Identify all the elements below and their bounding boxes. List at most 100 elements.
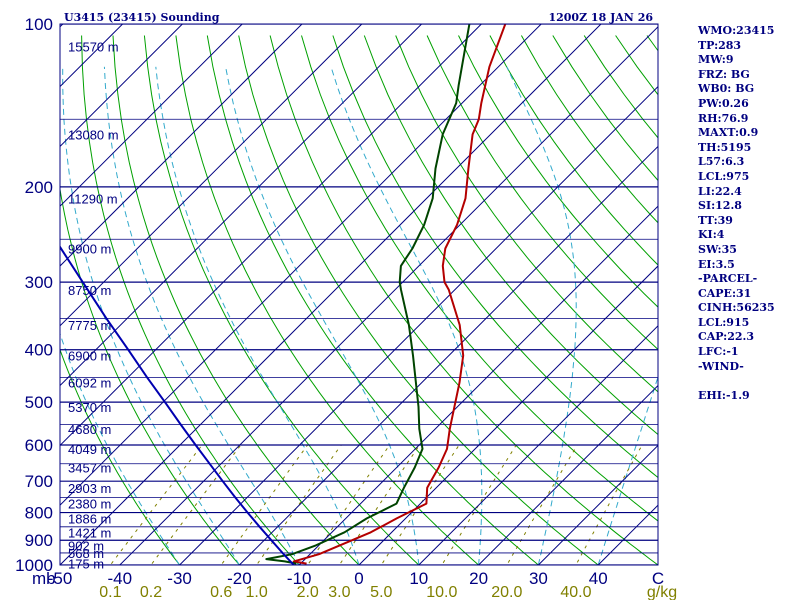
index-item: WB0: BG xyxy=(698,82,755,96)
dry-adiabat xyxy=(269,35,658,565)
moist-adiabat xyxy=(60,332,181,565)
mixing-ratio-label: 20.0 xyxy=(491,584,522,600)
height-label: 1421 m xyxy=(68,525,111,540)
mixing-ratio-label: 10.0 xyxy=(426,584,457,600)
chart-title-station: U3415 (23415) Sounding xyxy=(64,11,220,24)
moist-adiabat xyxy=(506,66,577,565)
mixing-ratio-label: 40.0 xyxy=(560,584,591,600)
temperature-tick-label: -40 xyxy=(108,569,133,588)
dry-adiabat xyxy=(489,35,658,266)
temperature-tick-label: -10 xyxy=(287,569,312,588)
height-label: 4049 m xyxy=(68,442,111,457)
index-item xyxy=(698,374,800,389)
index-item: TT:39 xyxy=(698,213,733,227)
pressure-tick-label: 400 xyxy=(25,341,53,360)
height-label: 2380 m xyxy=(68,497,111,512)
dry-adiabat xyxy=(363,35,658,436)
isotherm xyxy=(298,205,658,565)
isotherm xyxy=(60,24,482,447)
mixing-ratio-line xyxy=(441,444,517,565)
isotherm xyxy=(478,384,658,565)
dry-adiabat xyxy=(332,35,658,479)
index-item: EHI:-1.9 xyxy=(698,388,750,402)
height-label: 6900 m xyxy=(68,349,111,364)
pressure-tick-label: 200 xyxy=(25,178,53,197)
isotherm xyxy=(60,24,183,148)
index-item: CINH:56235 xyxy=(698,301,775,315)
pressure-tick-label: 1000 xyxy=(15,556,53,575)
moist-adiabat xyxy=(103,66,300,565)
dry-adiabat xyxy=(60,348,181,565)
temperature-profile xyxy=(292,24,507,565)
height-label: 9900 m xyxy=(68,242,111,257)
dry-adiabat xyxy=(81,35,300,565)
temperature-tick-label: 10 xyxy=(409,569,428,588)
height-label: 568 m xyxy=(68,546,104,561)
height-label: 11290 m xyxy=(68,191,118,206)
index-item: TH:5195 xyxy=(698,140,752,154)
height-label: 8750 m xyxy=(68,283,111,298)
sounding-series xyxy=(60,24,507,565)
index-item: SW:35 xyxy=(698,242,737,256)
moist-adiabat xyxy=(330,66,483,565)
mixing-ratio-label: 0.6 xyxy=(210,584,232,600)
height-label: 3457 m xyxy=(68,460,111,475)
mixing-ratio-label: 3.0 xyxy=(328,584,350,600)
height-label: 175 m xyxy=(68,557,104,572)
index-item: LFC:-1 xyxy=(698,345,739,359)
pressure-tick-label: 300 xyxy=(25,273,53,292)
temperature-tick-label: -20 xyxy=(227,569,252,588)
dry-adiabat xyxy=(206,35,540,565)
isotherm xyxy=(60,24,363,327)
dry-adiabat xyxy=(301,35,658,522)
mixing-ratio-line xyxy=(506,444,578,565)
isotherm xyxy=(60,24,303,267)
mixing-ratio-label: 2.0 xyxy=(297,584,319,600)
pressure-axis: 1000 900 800 700 600 500 400 300 200 100 xyxy=(15,15,53,575)
index-item: TP:283 xyxy=(698,38,742,52)
temperature-tick-label: C xyxy=(652,569,664,588)
moist-adiabat xyxy=(155,66,360,565)
dry-adiabat xyxy=(426,35,658,351)
index-item: EI:3.5 xyxy=(698,257,735,271)
isotherm xyxy=(239,145,658,565)
index-item: WMO:23415 xyxy=(698,24,775,37)
index-item: RH:76.9 xyxy=(698,111,749,125)
mixing-ratio-line xyxy=(150,444,242,565)
pressure-tick-label: 600 xyxy=(25,436,53,455)
mixing-ratio-line xyxy=(338,444,420,565)
index-item: SI:12.8 xyxy=(698,199,742,213)
index-item: MAXT:0.9 xyxy=(698,126,759,140)
height-label: 2903 m xyxy=(68,481,111,496)
index-item: -WIND- xyxy=(698,359,744,373)
moist-adiabat xyxy=(225,66,420,565)
pressure-tick-label: 900 xyxy=(25,531,53,550)
height-label: 1886 m xyxy=(68,511,111,526)
isotherm xyxy=(418,325,658,565)
height-label: 5370 m xyxy=(68,400,111,415)
dry-adiabat xyxy=(112,35,360,565)
temperature-tick-label: 30 xyxy=(529,569,548,588)
index-item: PW:0.26 xyxy=(698,96,749,110)
index-item: CAPE:31 xyxy=(698,286,752,300)
dry-adiabat xyxy=(458,35,658,308)
mixing-ratio-label: 5.0 xyxy=(370,584,392,600)
height-label: 4680 m xyxy=(68,422,111,437)
pressure-tick-label: 700 xyxy=(25,472,53,491)
temperature-axis: -50 -40 -30 -20 -10 0 10 20 30 40 C xyxy=(48,569,664,588)
isotherm xyxy=(60,24,422,387)
parcel-profile xyxy=(60,245,295,565)
dewpoint-profile xyxy=(265,24,471,565)
mixing-ratio-line xyxy=(255,444,342,565)
temperature-tick-label: -50 xyxy=(48,569,73,588)
mixing-ratio-label: 1.0 xyxy=(245,584,267,600)
height-label: 7775 m xyxy=(68,318,111,333)
index-item: L57:6.3 xyxy=(698,155,745,169)
isotherm xyxy=(60,24,243,207)
mixing-ratio-label: 0.1 xyxy=(99,584,121,600)
indices-panel: WMO:23415 TP:283 MW:9 FRZ: BG WB0: BG PW:0.26… xyxy=(698,24,800,403)
moist-adiabat xyxy=(597,375,658,565)
index-item: KI:4 xyxy=(698,228,725,242)
index-item: MW:9 xyxy=(698,53,734,67)
